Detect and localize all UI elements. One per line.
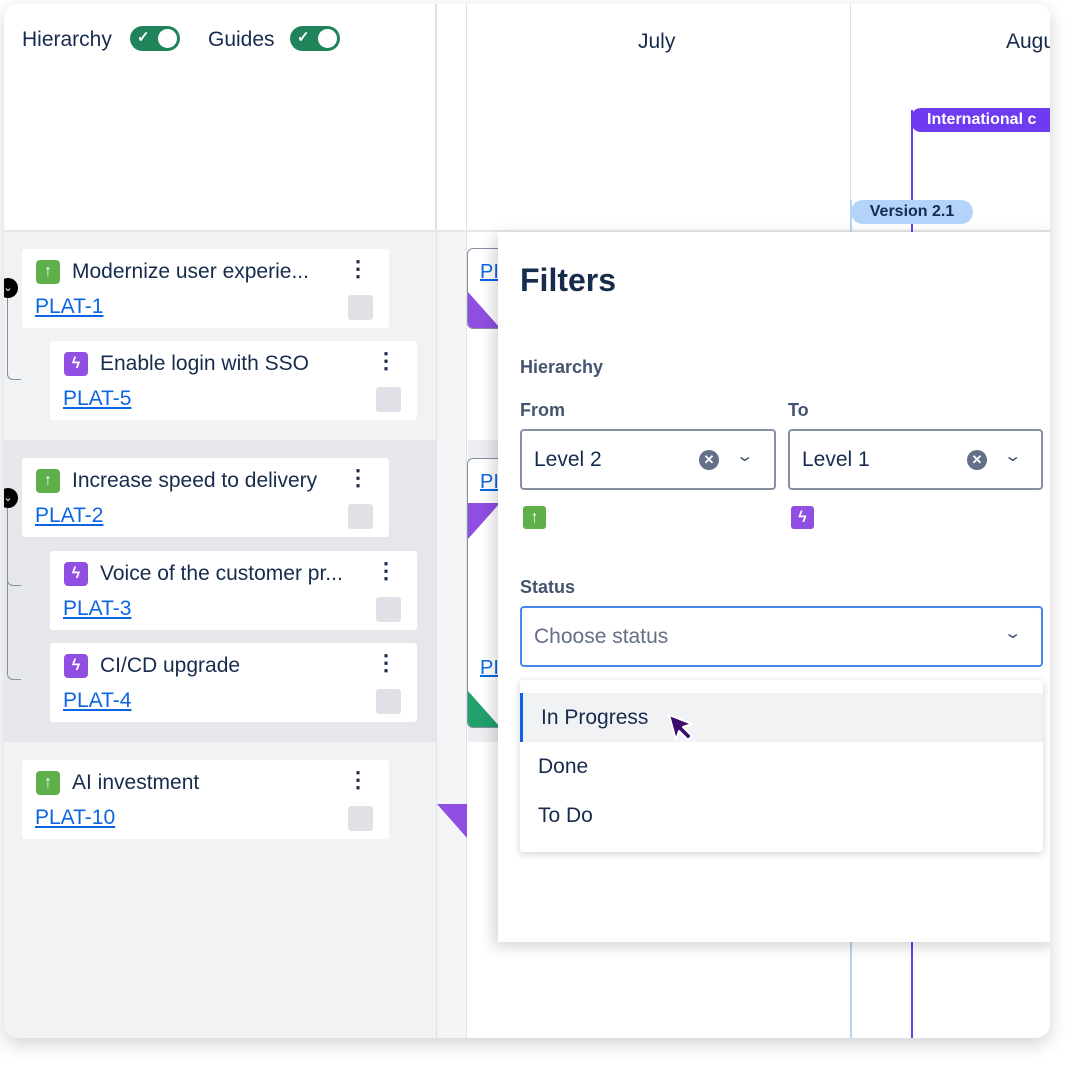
hierarchy-label: Hierarchy — [520, 357, 604, 377]
checkbox[interactable] — [376, 387, 401, 412]
hierarchy-toggle[interactable]: ✓ — [130, 26, 180, 51]
filters-title: Filters — [520, 262, 617, 298]
cursor-icon — [668, 714, 693, 741]
list-header: Hierarchy ✓ Guides ✓ — [4, 4, 436, 230]
to-select[interactable]: Level 1 ✕ ⌄ — [788, 429, 1043, 490]
checkbox[interactable] — [348, 806, 373, 831]
item-key-link[interactable]: PLAT-4 — [63, 689, 132, 712]
progress-fill — [468, 292, 500, 328]
status-dropdown: In Progress Done To Do — [520, 680, 1043, 852]
chevron-down-icon[interactable]: ⌄ — [1003, 625, 1023, 642]
timeline-bar-fragment — [437, 804, 467, 838]
checkbox[interactable] — [376, 597, 401, 622]
more-icon[interactable]: ⋮ — [375, 348, 397, 373]
checkbox[interactable] — [348, 295, 373, 320]
guides-toggle[interactable]: ✓ — [290, 26, 340, 51]
item-key-link[interactable]: PLAT-3 — [63, 597, 132, 620]
initiative-icon: ↑ — [523, 506, 546, 529]
epic-icon: ϟ — [64, 352, 88, 376]
list-item[interactable]: ϟ Voice of the customer pr... ⋮ PLAT-3 — [50, 551, 417, 630]
epic-icon: ϟ — [64, 654, 88, 678]
item-title: Modernize user experie... — [72, 260, 309, 283]
check-icon: ✓ — [297, 29, 310, 46]
item-title: AI investment — [72, 771, 200, 794]
chevron-down-icon[interactable]: ⌄ — [1003, 448, 1023, 465]
more-icon[interactable]: ⋮ — [347, 256, 369, 281]
item-title: Enable login with SSO — [100, 352, 309, 375]
progress-fill — [468, 691, 500, 727]
month-label: Augu — [1006, 30, 1050, 53]
from-select[interactable]: Level 2 ✕ ⌄ — [520, 429, 776, 490]
epic-icon: ϟ — [791, 506, 814, 529]
more-icon[interactable]: ⋮ — [375, 558, 397, 583]
status-option[interactable]: To Do — [538, 804, 593, 827]
clear-icon[interactable]: ✕ — [699, 450, 719, 470]
from-label: From — [520, 400, 565, 420]
to-value: Level 1 — [802, 448, 870, 471]
initiative-icon: ↑ — [36, 260, 60, 284]
collapse-icon[interactable]: ⌄ — [4, 488, 18, 508]
item-title: Voice of the customer pr... — [100, 562, 343, 585]
status-select[interactable]: Choose status ⌄ — [520, 606, 1043, 667]
chevron-down-icon[interactable]: ⌄ — [735, 448, 755, 465]
filters-panel: Filters Hierarchy From To Level 2 ✕ ⌄ Le… — [498, 232, 1050, 942]
milestone-marker[interactable]: International c — [911, 108, 1050, 132]
more-icon[interactable]: ⋮ — [347, 465, 369, 490]
roadmap-window: Hierarchy ✓ Guides ✓ July Augu Internati… — [4, 4, 1050, 1038]
status-option[interactable]: In Progress — [520, 693, 1043, 742]
item-key-link[interactable]: PLAT-10 — [35, 806, 116, 829]
check-icon: ✓ — [137, 29, 150, 46]
list-item[interactable]: ϟ Enable login with SSO ⋮ PLAT-5 — [50, 341, 417, 420]
item-title: Increase speed to delivery — [72, 469, 318, 492]
list-item[interactable]: ϟ CI/CD upgrade ⋮ PLAT-4 — [50, 643, 417, 722]
checkbox[interactable] — [348, 504, 373, 529]
to-label: To — [788, 400, 809, 420]
item-key-link[interactable]: PLAT-1 — [35, 295, 104, 318]
version-marker[interactable]: Version 2.1 — [851, 200, 973, 224]
list-item[interactable]: ↑ AI investment ⋮ PLAT-10 — [22, 760, 389, 839]
item-title: CI/CD upgrade — [100, 654, 241, 677]
hierarchy-toggle-label: Hierarchy — [22, 28, 112, 51]
more-icon[interactable]: ⋮ — [375, 650, 397, 675]
more-icon[interactable]: ⋮ — [347, 767, 369, 792]
status-option[interactable]: Done — [538, 755, 589, 778]
list-item[interactable]: ↑ Modernize user experie... ⋮ PLAT-1 — [22, 249, 389, 328]
item-key-link[interactable]: PLAT-2 — [35, 504, 104, 527]
checkbox[interactable] — [376, 689, 401, 714]
item-key-link[interactable]: PLAT-5 — [63, 387, 132, 410]
month-label: July — [638, 30, 676, 53]
from-value: Level 2 — [534, 448, 602, 471]
collapse-icon[interactable]: ⌄ — [4, 278, 18, 298]
status-placeholder: Choose status — [534, 625, 669, 648]
clear-icon[interactable]: ✕ — [967, 450, 987, 470]
guides-toggle-label: Guides — [208, 28, 275, 51]
list-item[interactable]: ↑ Increase speed to delivery ⋮ PLAT-2 — [22, 458, 389, 537]
progress-fill — [468, 503, 500, 539]
initiative-icon: ↑ — [36, 771, 60, 795]
epic-icon: ϟ — [64, 562, 88, 586]
initiative-icon: ↑ — [36, 469, 60, 493]
status-label: Status — [520, 577, 576, 597]
